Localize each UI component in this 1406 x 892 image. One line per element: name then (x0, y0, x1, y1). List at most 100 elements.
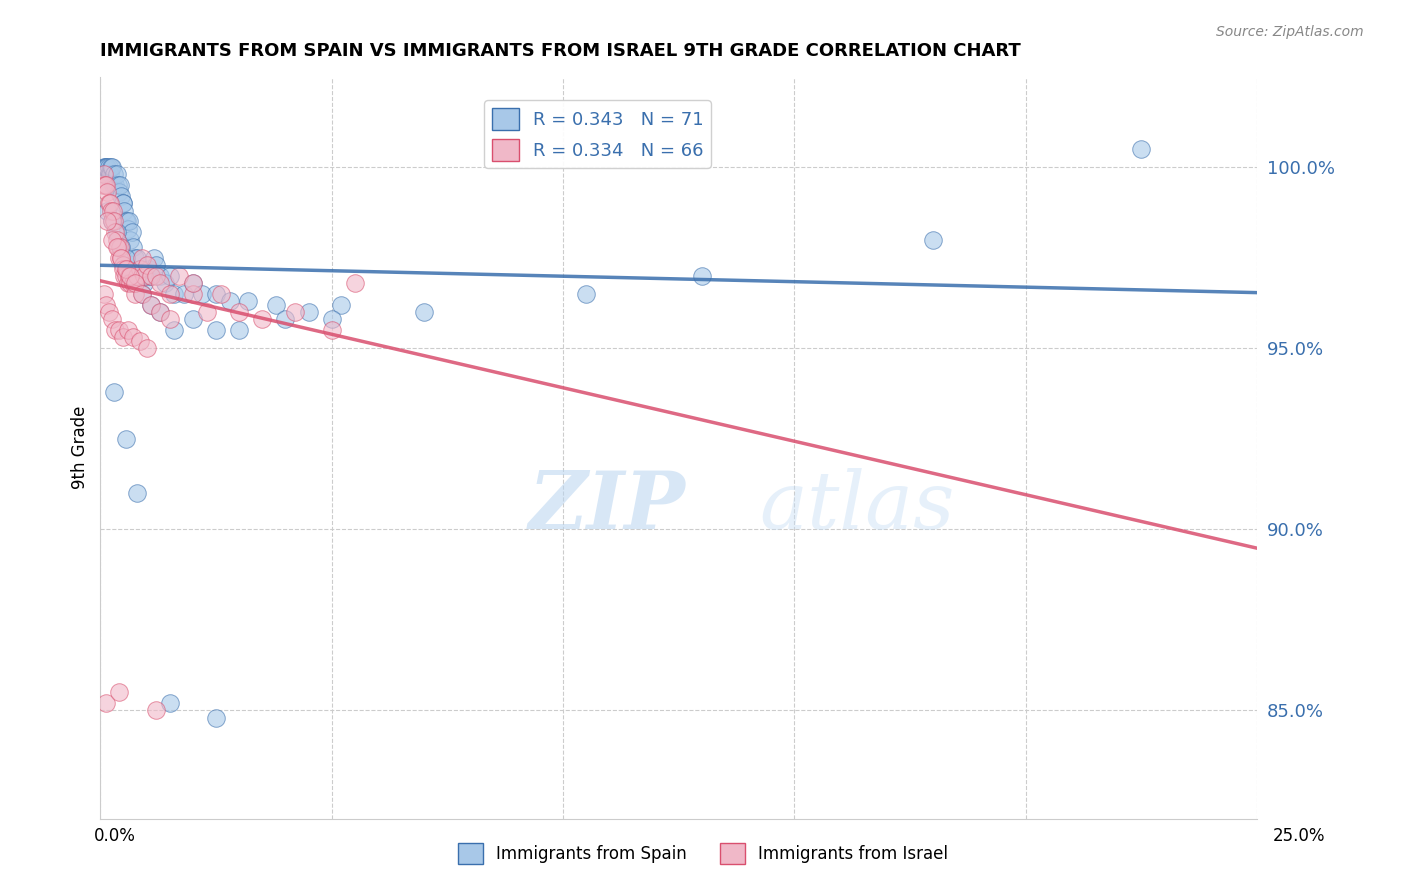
Text: 25.0%: 25.0% (1272, 827, 1326, 845)
Point (128, 261, 150, 276)
Point (191, 286, 214, 301)
Point (163, 323, 186, 337)
Point (105, 225, 128, 239)
Point (145, 268, 167, 283)
Point (108, 178, 131, 193)
Point (149, 268, 172, 283)
Point (128, 261, 150, 276)
Point (153, 276, 176, 290)
Point (321, 312, 343, 326)
Point (135, 341, 157, 355)
Point (117, 276, 139, 290)
Point (145, 703, 167, 717)
Point (112, 203, 135, 218)
Point (118, 214, 141, 228)
Point (103, 203, 125, 218)
Point (205, 711, 228, 725)
Point (93, 160, 115, 174)
Point (131, 268, 153, 283)
Point (112, 261, 135, 276)
Point (159, 286, 181, 301)
Point (690, 268, 713, 283)
Point (100, 203, 122, 218)
Point (104, 323, 127, 337)
Point (159, 268, 181, 283)
Point (121, 240, 143, 254)
Point (141, 268, 163, 283)
Point (117, 323, 139, 337)
Point (111, 196, 134, 211)
Point (104, 225, 127, 239)
Point (110, 240, 132, 254)
Point (321, 323, 343, 337)
Point (135, 268, 157, 283)
Point (94, 696, 117, 710)
Point (103, 167, 125, 181)
Point (107, 240, 129, 254)
Point (195, 305, 218, 319)
Text: Source: ZipAtlas.com: Source: ZipAtlas.com (1216, 25, 1364, 39)
Point (97, 305, 120, 319)
Point (94, 178, 117, 193)
Point (101, 160, 124, 174)
Point (101, 312, 124, 326)
Point (219, 294, 242, 309)
Point (110, 251, 132, 265)
Point (274, 312, 297, 326)
Point (264, 298, 287, 312)
Point (101, 233, 124, 247)
Point (108, 323, 131, 337)
Point (97, 160, 120, 174)
Point (124, 276, 146, 290)
Point (138, 261, 160, 276)
Point (98, 167, 121, 181)
Point (343, 276, 366, 290)
Legend: Immigrants from Spain, Immigrants from Israel: Immigrants from Spain, Immigrants from I… (451, 837, 955, 871)
Point (104, 178, 127, 193)
Point (141, 268, 163, 283)
Point (110, 251, 132, 265)
Point (91, 167, 114, 181)
Point (114, 268, 136, 283)
Point (149, 305, 172, 319)
Point (135, 258, 157, 272)
Point (134, 276, 156, 290)
Point (121, 276, 143, 290)
Point (97, 196, 120, 211)
Point (228, 305, 250, 319)
Point (111, 258, 134, 272)
Point (110, 189, 132, 203)
Point (173, 286, 195, 301)
Point (163, 286, 186, 301)
Point (127, 486, 149, 500)
Point (114, 261, 136, 276)
Point (101, 214, 124, 228)
Point (149, 305, 172, 319)
Point (103, 214, 125, 228)
Y-axis label: 9th Grade: 9th Grade (72, 406, 89, 490)
Point (181, 312, 204, 326)
Text: 0.0%: 0.0% (94, 827, 136, 845)
Point (118, 268, 141, 283)
Point (98, 196, 121, 211)
Point (205, 286, 228, 301)
Point (96, 160, 118, 174)
Point (93, 286, 115, 301)
Point (112, 268, 135, 283)
Point (94, 178, 117, 193)
Point (159, 696, 181, 710)
Point (96, 203, 118, 218)
Point (114, 432, 136, 446)
Point (209, 286, 232, 301)
Point (107, 178, 129, 193)
Point (134, 268, 156, 283)
Point (103, 178, 125, 193)
Point (284, 305, 307, 319)
Point (96, 186, 118, 200)
Point (181, 276, 204, 290)
Point (127, 251, 149, 265)
Point (181, 276, 204, 290)
Point (120, 276, 142, 290)
Point (131, 251, 153, 265)
Point (238, 294, 260, 309)
